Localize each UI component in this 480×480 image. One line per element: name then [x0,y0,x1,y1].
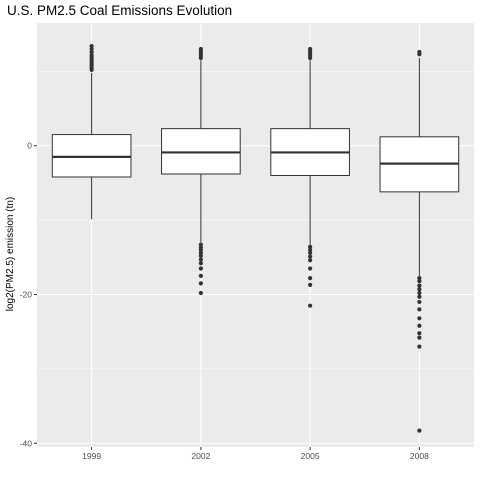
outlier-point [417,331,422,336]
outlier-point [417,290,422,296]
x-tick-label: 2005 [301,451,320,461]
x-axis-ticks: 1999 2002 2005 2008 [82,447,429,461]
box-1999 [51,43,132,220]
outlier-point [417,294,422,299]
outlier-point [308,303,313,308]
outlier-point [417,276,422,281]
outlier-point [417,279,422,284]
outlier-point [198,261,203,266]
y-tick-label: 0 [27,141,32,151]
outlier-point [417,287,422,292]
outlier-point [198,257,203,262]
outlier-point [198,250,203,255]
outlier-point [308,276,313,281]
y-axis-ticks: -40 -20 0 [20,141,37,448]
outlier-point [89,49,94,55]
outlier-point [89,43,94,49]
outlier-point [198,46,203,52]
plot-panel [37,23,474,447]
outlier-point [198,253,203,258]
outlier-point [417,316,422,321]
outlier-point [417,49,422,55]
box-iqr [161,128,241,175]
outlier-point [417,335,422,340]
outlier-point [308,282,313,287]
outlier-point [308,250,313,255]
outlier-point [417,344,422,349]
outlier-point [198,281,203,286]
outlier-point [198,242,203,247]
y-tick-label: -40 [20,438,33,448]
y-tick-label: -20 [20,290,33,300]
outlier-point [417,323,422,328]
outlier-point [198,273,203,279]
x-tick-label: 2008 [410,451,429,461]
outlier-point [308,46,313,52]
outlier-point [308,258,313,263]
box-iqr [51,134,132,178]
outlier-point [308,244,313,250]
x-tick-label: 1999 [82,451,101,461]
outlier-point [417,307,422,312]
outlier-point [198,266,203,271]
outlier-point [308,254,313,259]
outlier-point [417,283,422,288]
outlier-point [308,266,313,271]
outlier-point [198,290,203,296]
chart-title: U.S. PM2.5 Coal Emissions Evolution [7,3,232,18]
boxes [51,43,460,433]
box-2002 [161,46,241,296]
outlier-point [198,247,203,252]
outlier-point [89,52,94,58]
box-2005 [270,46,350,308]
box-2008 [379,49,460,433]
x-tick-label: 2002 [191,451,210,461]
y-axis-title: log2(PM2.5) emission (tn) [5,197,16,311]
outlier-point [308,247,313,252]
outlier-point [417,428,422,433]
outlier-point [89,46,94,52]
outlier-point [417,299,422,305]
